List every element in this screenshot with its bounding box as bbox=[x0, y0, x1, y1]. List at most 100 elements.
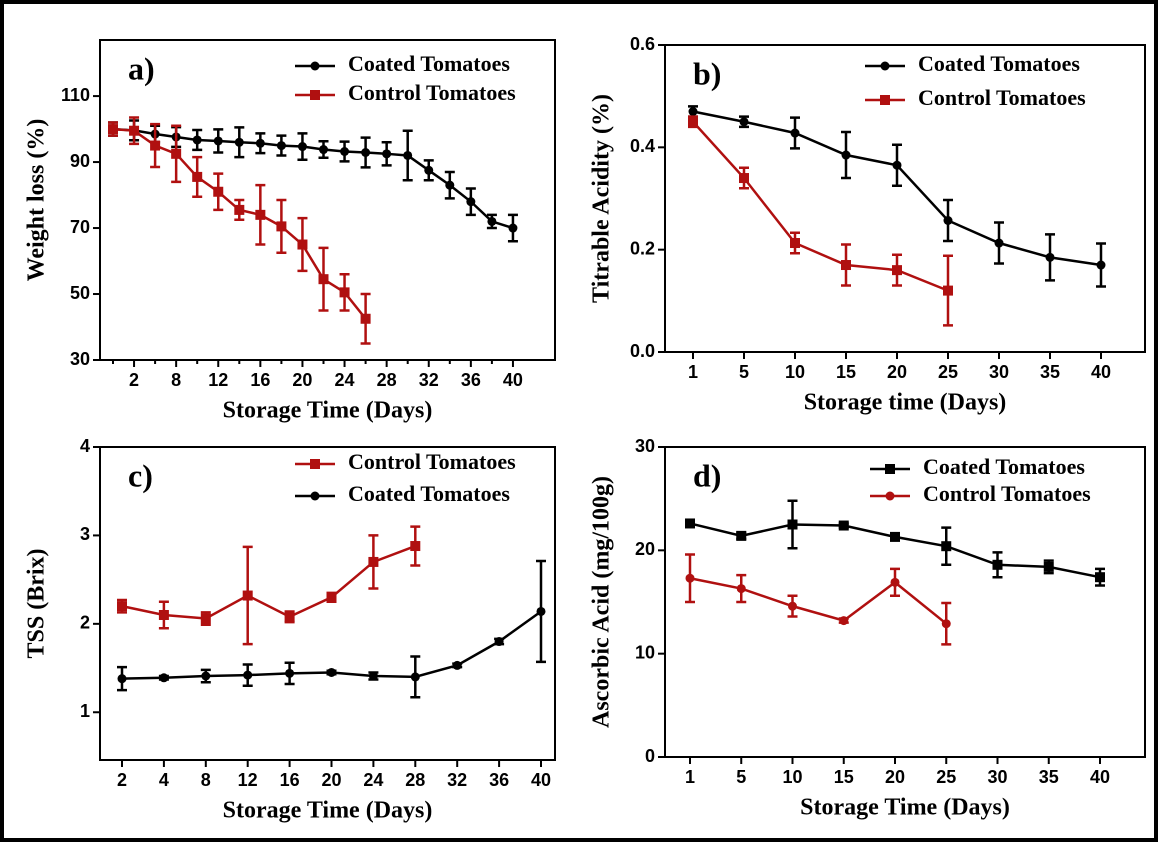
point bbox=[410, 541, 421, 552]
point bbox=[1095, 572, 1105, 583]
point bbox=[382, 149, 392, 159]
legend-marker bbox=[885, 464, 895, 474]
x-tick-label: 28 bbox=[377, 370, 397, 390]
point bbox=[739, 117, 749, 127]
y-tick-label: 70 bbox=[70, 217, 90, 237]
point bbox=[890, 531, 900, 542]
x-tick-label: 40 bbox=[1091, 362, 1111, 382]
panel-label: a) bbox=[128, 50, 155, 86]
point bbox=[117, 674, 127, 684]
x-tick-label: 20 bbox=[321, 770, 341, 790]
y-tick-label: 30 bbox=[635, 436, 655, 456]
series-line bbox=[121, 544, 416, 620]
x-tick-label: 15 bbox=[836, 362, 856, 382]
series-line bbox=[692, 110, 1102, 267]
y-tick-label: 110 bbox=[61, 85, 90, 105]
legend-label: Coated Tomatoes bbox=[348, 51, 510, 76]
legend-label: Coated Tomatoes bbox=[918, 51, 1080, 76]
y-axis-title: Ascorbic Acid (mg/100g) bbox=[589, 476, 615, 728]
point bbox=[892, 160, 902, 170]
y-tick-label: 0.6 bbox=[630, 34, 655, 54]
x-axis-title: Storage time (Days) bbox=[804, 390, 1007, 416]
y-tick-label: 0.2 bbox=[630, 238, 655, 258]
series-line bbox=[689, 577, 948, 625]
legend-marker bbox=[880, 61, 890, 71]
axes-box bbox=[99, 39, 556, 361]
x-tick-label: 20 bbox=[885, 767, 905, 787]
y-tick-label: 20 bbox=[635, 539, 655, 559]
axes-box bbox=[99, 446, 556, 761]
point bbox=[150, 140, 161, 151]
y-tick-label: 0 bbox=[645, 746, 655, 766]
x-tick-label: 1 bbox=[688, 362, 698, 382]
point bbox=[487, 216, 497, 226]
point bbox=[234, 204, 245, 215]
point bbox=[255, 138, 265, 148]
x-tick-label: 5 bbox=[736, 767, 746, 787]
point bbox=[685, 573, 695, 583]
point bbox=[466, 197, 476, 207]
point bbox=[838, 520, 849, 531]
point bbox=[839, 616, 849, 626]
series-line bbox=[112, 127, 514, 230]
point bbox=[213, 136, 223, 146]
point bbox=[790, 238, 800, 249]
x-tick-label: 10 bbox=[782, 767, 802, 787]
y-tick-label: 10 bbox=[635, 642, 655, 662]
y-axis-title: Titrable Acidity (%) bbox=[589, 94, 615, 303]
point bbox=[941, 619, 951, 629]
x-tick-label: 36 bbox=[461, 370, 481, 390]
x-tick-label: 12 bbox=[208, 370, 228, 390]
point bbox=[688, 116, 698, 127]
x-tick-label: 10 bbox=[785, 362, 805, 382]
x-tick-label: 25 bbox=[938, 362, 958, 382]
legend-marker bbox=[310, 61, 320, 71]
point bbox=[319, 145, 328, 155]
x-tick-label: 32 bbox=[447, 770, 467, 790]
point bbox=[234, 137, 244, 147]
x-axis-title: Storage Time (Days) bbox=[223, 398, 433, 424]
x-tick-label: 8 bbox=[171, 370, 181, 390]
y-tick-label: 4 bbox=[80, 436, 90, 456]
x-tick-label: 40 bbox=[531, 770, 551, 790]
x-tick-label: 2 bbox=[129, 370, 139, 390]
y-tick-label: 0.0 bbox=[630, 341, 655, 361]
y-tick-label: 50 bbox=[70, 283, 90, 303]
point bbox=[243, 670, 253, 680]
point bbox=[424, 165, 434, 175]
point bbox=[739, 173, 749, 184]
x-tick-label: 20 bbox=[292, 370, 312, 390]
x-axis-title: Storage Time (Days) bbox=[800, 795, 1010, 821]
legend-marker bbox=[880, 95, 890, 105]
axes-box bbox=[664, 446, 1146, 758]
point bbox=[445, 180, 455, 190]
y-tick-label: 1 bbox=[80, 701, 90, 721]
point bbox=[201, 671, 211, 681]
point bbox=[297, 239, 308, 250]
point bbox=[403, 150, 413, 160]
x-tick-label: 1 bbox=[685, 767, 695, 787]
legend-marker bbox=[310, 459, 320, 469]
point bbox=[941, 541, 952, 552]
point bbox=[790, 128, 800, 138]
point bbox=[892, 265, 902, 276]
point bbox=[536, 606, 546, 616]
point bbox=[994, 238, 1004, 248]
legend-marker bbox=[885, 491, 895, 501]
point bbox=[158, 609, 169, 620]
point bbox=[943, 285, 953, 296]
point bbox=[943, 216, 953, 226]
point bbox=[494, 637, 504, 647]
point bbox=[368, 556, 379, 567]
point bbox=[213, 186, 224, 197]
point bbox=[787, 519, 798, 530]
x-tick-label: 36 bbox=[489, 770, 509, 790]
y-tick-label: 0.4 bbox=[630, 136, 655, 156]
x-tick-label: 20 bbox=[887, 362, 907, 382]
point bbox=[108, 124, 118, 135]
panel-label: b) bbox=[693, 55, 721, 91]
x-tick-label: 16 bbox=[250, 370, 270, 390]
point bbox=[360, 313, 371, 324]
